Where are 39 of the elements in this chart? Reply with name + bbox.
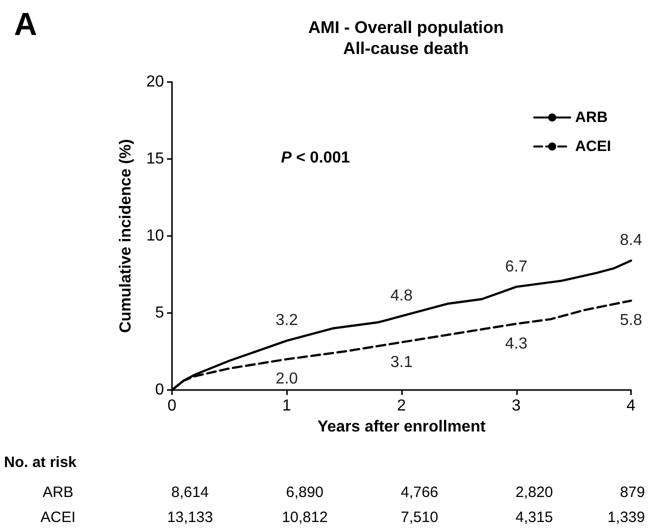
text: ACEI	[40, 509, 76, 526]
data-label: 5.8	[620, 312, 642, 330]
text: A	[14, 6, 38, 42]
legend-label: ARB	[575, 109, 608, 126]
x-tick-label: 2	[397, 398, 406, 414]
data-label: 6.7	[505, 258, 528, 276]
text: 2,820	[515, 484, 554, 501]
text: 1,339	[607, 509, 645, 526]
text: 13,133	[167, 509, 213, 526]
x-tick-label: 3	[512, 398, 521, 414]
x-tick-label: 1	[282, 398, 292, 414]
text: 4,766	[400, 484, 438, 501]
x-tick-label: 0	[168, 398, 177, 414]
text: 7,510	[400, 509, 438, 526]
y-tick-label: 10	[146, 228, 164, 244]
chart-subtitle: All-cause death	[343, 39, 469, 58]
data-label: 4.3	[505, 335, 528, 352]
legend-label: ACEI	[575, 138, 612, 155]
text: No. at risk	[4, 454, 78, 471]
text: 4,315	[515, 509, 554, 526]
text: ARB	[42, 484, 74, 501]
chart-title: AMI - Overall population	[308, 18, 504, 37]
data-label: 3.1	[390, 354, 413, 371]
data-label: 8.4	[620, 232, 642, 250]
data-label: 4.8	[390, 288, 413, 305]
y-tick-label: 5	[155, 304, 164, 322]
data-label: 3.2	[276, 312, 298, 330]
data-label: 2.0	[276, 370, 298, 388]
x-axis-title: Years after enrollment	[317, 418, 486, 436]
y-tick-label: 15	[146, 150, 164, 168]
y-tick-label: 20	[146, 74, 164, 90]
annotation: P < 0.001	[281, 150, 350, 166]
text: 6,890	[286, 484, 324, 501]
text: 10,812	[282, 509, 328, 526]
text: 8,614	[171, 484, 209, 501]
y-tick-label: 0	[155, 382, 164, 398]
x-tick-label: 4	[626, 398, 636, 414]
y-axis-title: Cumulative incidence (%)	[118, 139, 134, 333]
text: 879	[620, 484, 645, 501]
